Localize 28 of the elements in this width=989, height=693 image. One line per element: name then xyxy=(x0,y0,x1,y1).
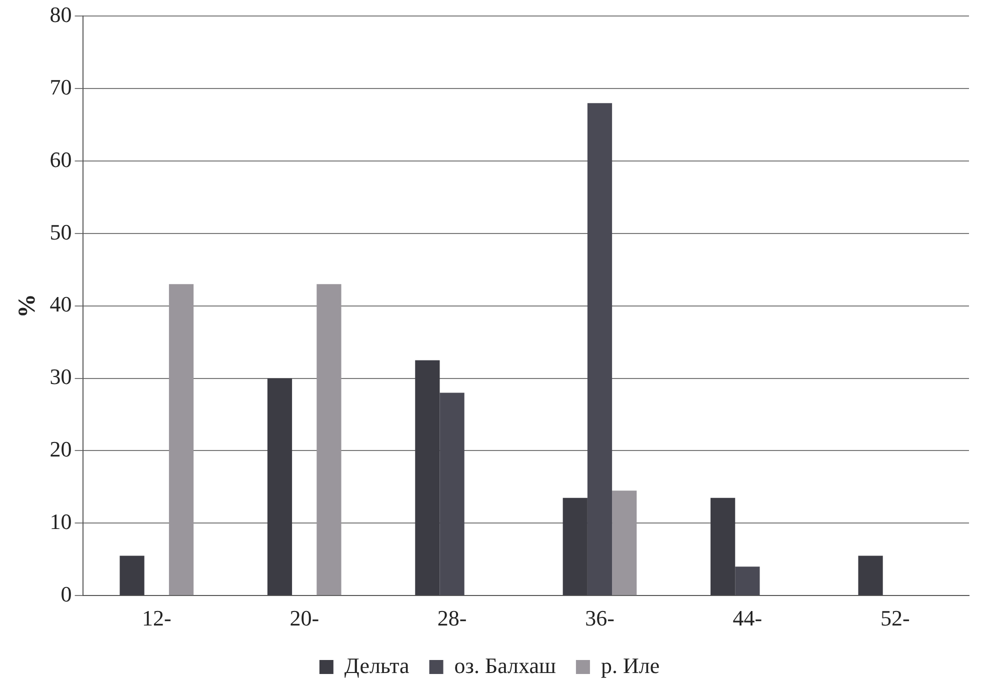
x-tick-label: 20- xyxy=(290,606,320,631)
y-tick-label: 0 xyxy=(60,581,72,606)
x-tick-label: 12- xyxy=(142,606,172,631)
x-tick-label: 36- xyxy=(585,606,614,631)
bar xyxy=(710,498,736,596)
legend-label: Дельта xyxy=(344,652,410,678)
bar xyxy=(858,556,883,596)
y-tick-label: 20 xyxy=(50,436,72,462)
x-tick-label: 28- xyxy=(437,606,467,631)
y-tick-label: 40 xyxy=(50,292,72,317)
bar xyxy=(415,360,440,596)
y-axis-title: % xyxy=(14,294,41,318)
y-tick-label: 80 xyxy=(50,2,72,27)
x-tick-label: 52- xyxy=(880,606,910,631)
bar xyxy=(120,556,144,596)
bar xyxy=(168,284,194,596)
bar xyxy=(267,378,292,596)
y-tick-label: 30 xyxy=(50,364,72,390)
x-tick-label: 44- xyxy=(732,606,762,631)
y-tick-label: 60 xyxy=(50,146,72,172)
y-tick-label: 70 xyxy=(50,74,72,100)
y-tick-label: 50 xyxy=(50,219,72,244)
bar xyxy=(612,490,637,596)
bar xyxy=(316,284,342,596)
legend-label: р. Иле xyxy=(600,652,660,678)
bar xyxy=(562,498,588,596)
legend-label: оз. Балхаш xyxy=(454,652,556,678)
y-tick-label: 10 xyxy=(50,508,72,534)
